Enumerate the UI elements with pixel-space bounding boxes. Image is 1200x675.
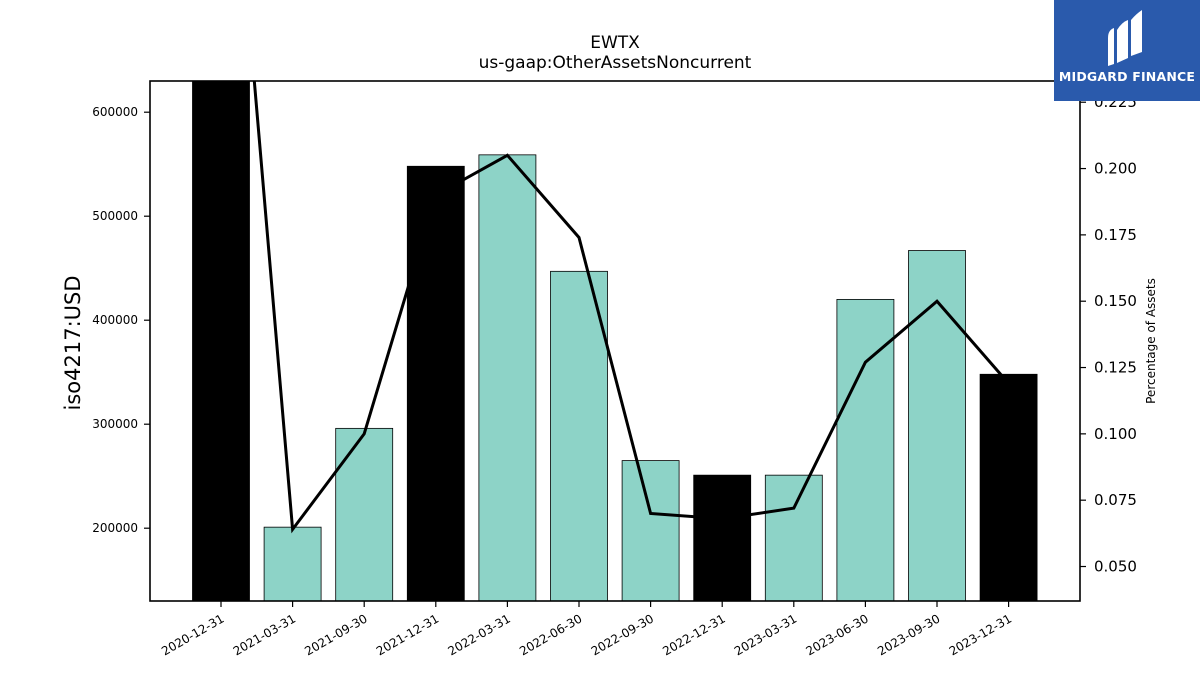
x-tick-label: 2021-09-30 <box>302 611 369 658</box>
percentage-line <box>252 81 1010 534</box>
x-tick-label: 2023-12-31 <box>947 611 1014 658</box>
y-tick-label: 500000 <box>92 209 138 223</box>
bar-2023-09-30 <box>908 250 966 601</box>
line-group <box>252 81 1010 534</box>
y2-tick-label: 0.050 <box>1094 558 1137 576</box>
y2-tick-label: 0.075 <box>1094 491 1137 509</box>
bar-2022-03-31 <box>478 154 537 601</box>
plot-frame <box>149 80 1081 602</box>
x-tick-label: 2021-12-31 <box>374 611 441 658</box>
logo-text: MIDGARD FINANCE <box>1058 69 1196 84</box>
y2-axis-label: Percentage of Assets <box>1144 278 1158 404</box>
chart-subtitle: us-gaap:OtherAssetsNoncurrent <box>479 53 752 73</box>
bar-2023-03-31 <box>764 474 823 601</box>
y-tick-label: 400000 <box>92 313 138 327</box>
chart-title: EWTX <box>590 33 640 53</box>
x-tick-label: 2023-06-30 <box>803 611 870 658</box>
bar-2022-09-30 <box>621 460 680 601</box>
bar-2023-06-30 <box>836 298 895 601</box>
x-tick-label: 2022-09-30 <box>589 611 656 658</box>
bar-2023-12-31 <box>979 373 1038 601</box>
bar-2021-12-31 <box>406 165 465 601</box>
y2-tick-label: 0.150 <box>1094 292 1137 310</box>
y2-tick-label: 0.175 <box>1094 226 1137 244</box>
y2-tick-label: 0.125 <box>1094 359 1137 377</box>
bar-2022-06-30 <box>550 270 608 601</box>
bar-2021-03-31 <box>263 526 322 601</box>
x-tick-label: 2021-03-31 <box>231 611 298 658</box>
y2-tick-label: 0.100 <box>1094 425 1137 443</box>
x-tick-label: 2022-03-31 <box>445 611 512 658</box>
x-tick-label: 2020-12-31 <box>159 611 226 658</box>
logo-mark-icon <box>1108 10 1142 66</box>
x-tick-label: 2023-03-31 <box>732 611 799 658</box>
y2-tick-label: 0.200 <box>1094 160 1137 178</box>
y-tick-label: 200000 <box>92 521 138 535</box>
midgard-finance-logo: MIDGARD FINANCE <box>1054 0 1200 101</box>
y-axis-label: iso4217:USD <box>61 275 85 410</box>
x-tick-label: 2022-06-30 <box>517 611 584 658</box>
bar-2020-12-31 <box>192 81 250 601</box>
bar-2022-12-31 <box>693 474 752 601</box>
y-tick-label: 300000 <box>92 417 138 431</box>
bars-group <box>192 81 1038 601</box>
y-tick-label: 600000 <box>92 105 138 119</box>
bar-2021-09-30 <box>335 427 394 601</box>
x-tick-label: 2022-12-31 <box>660 611 727 658</box>
x-tick-label: 2023-09-30 <box>875 611 942 658</box>
